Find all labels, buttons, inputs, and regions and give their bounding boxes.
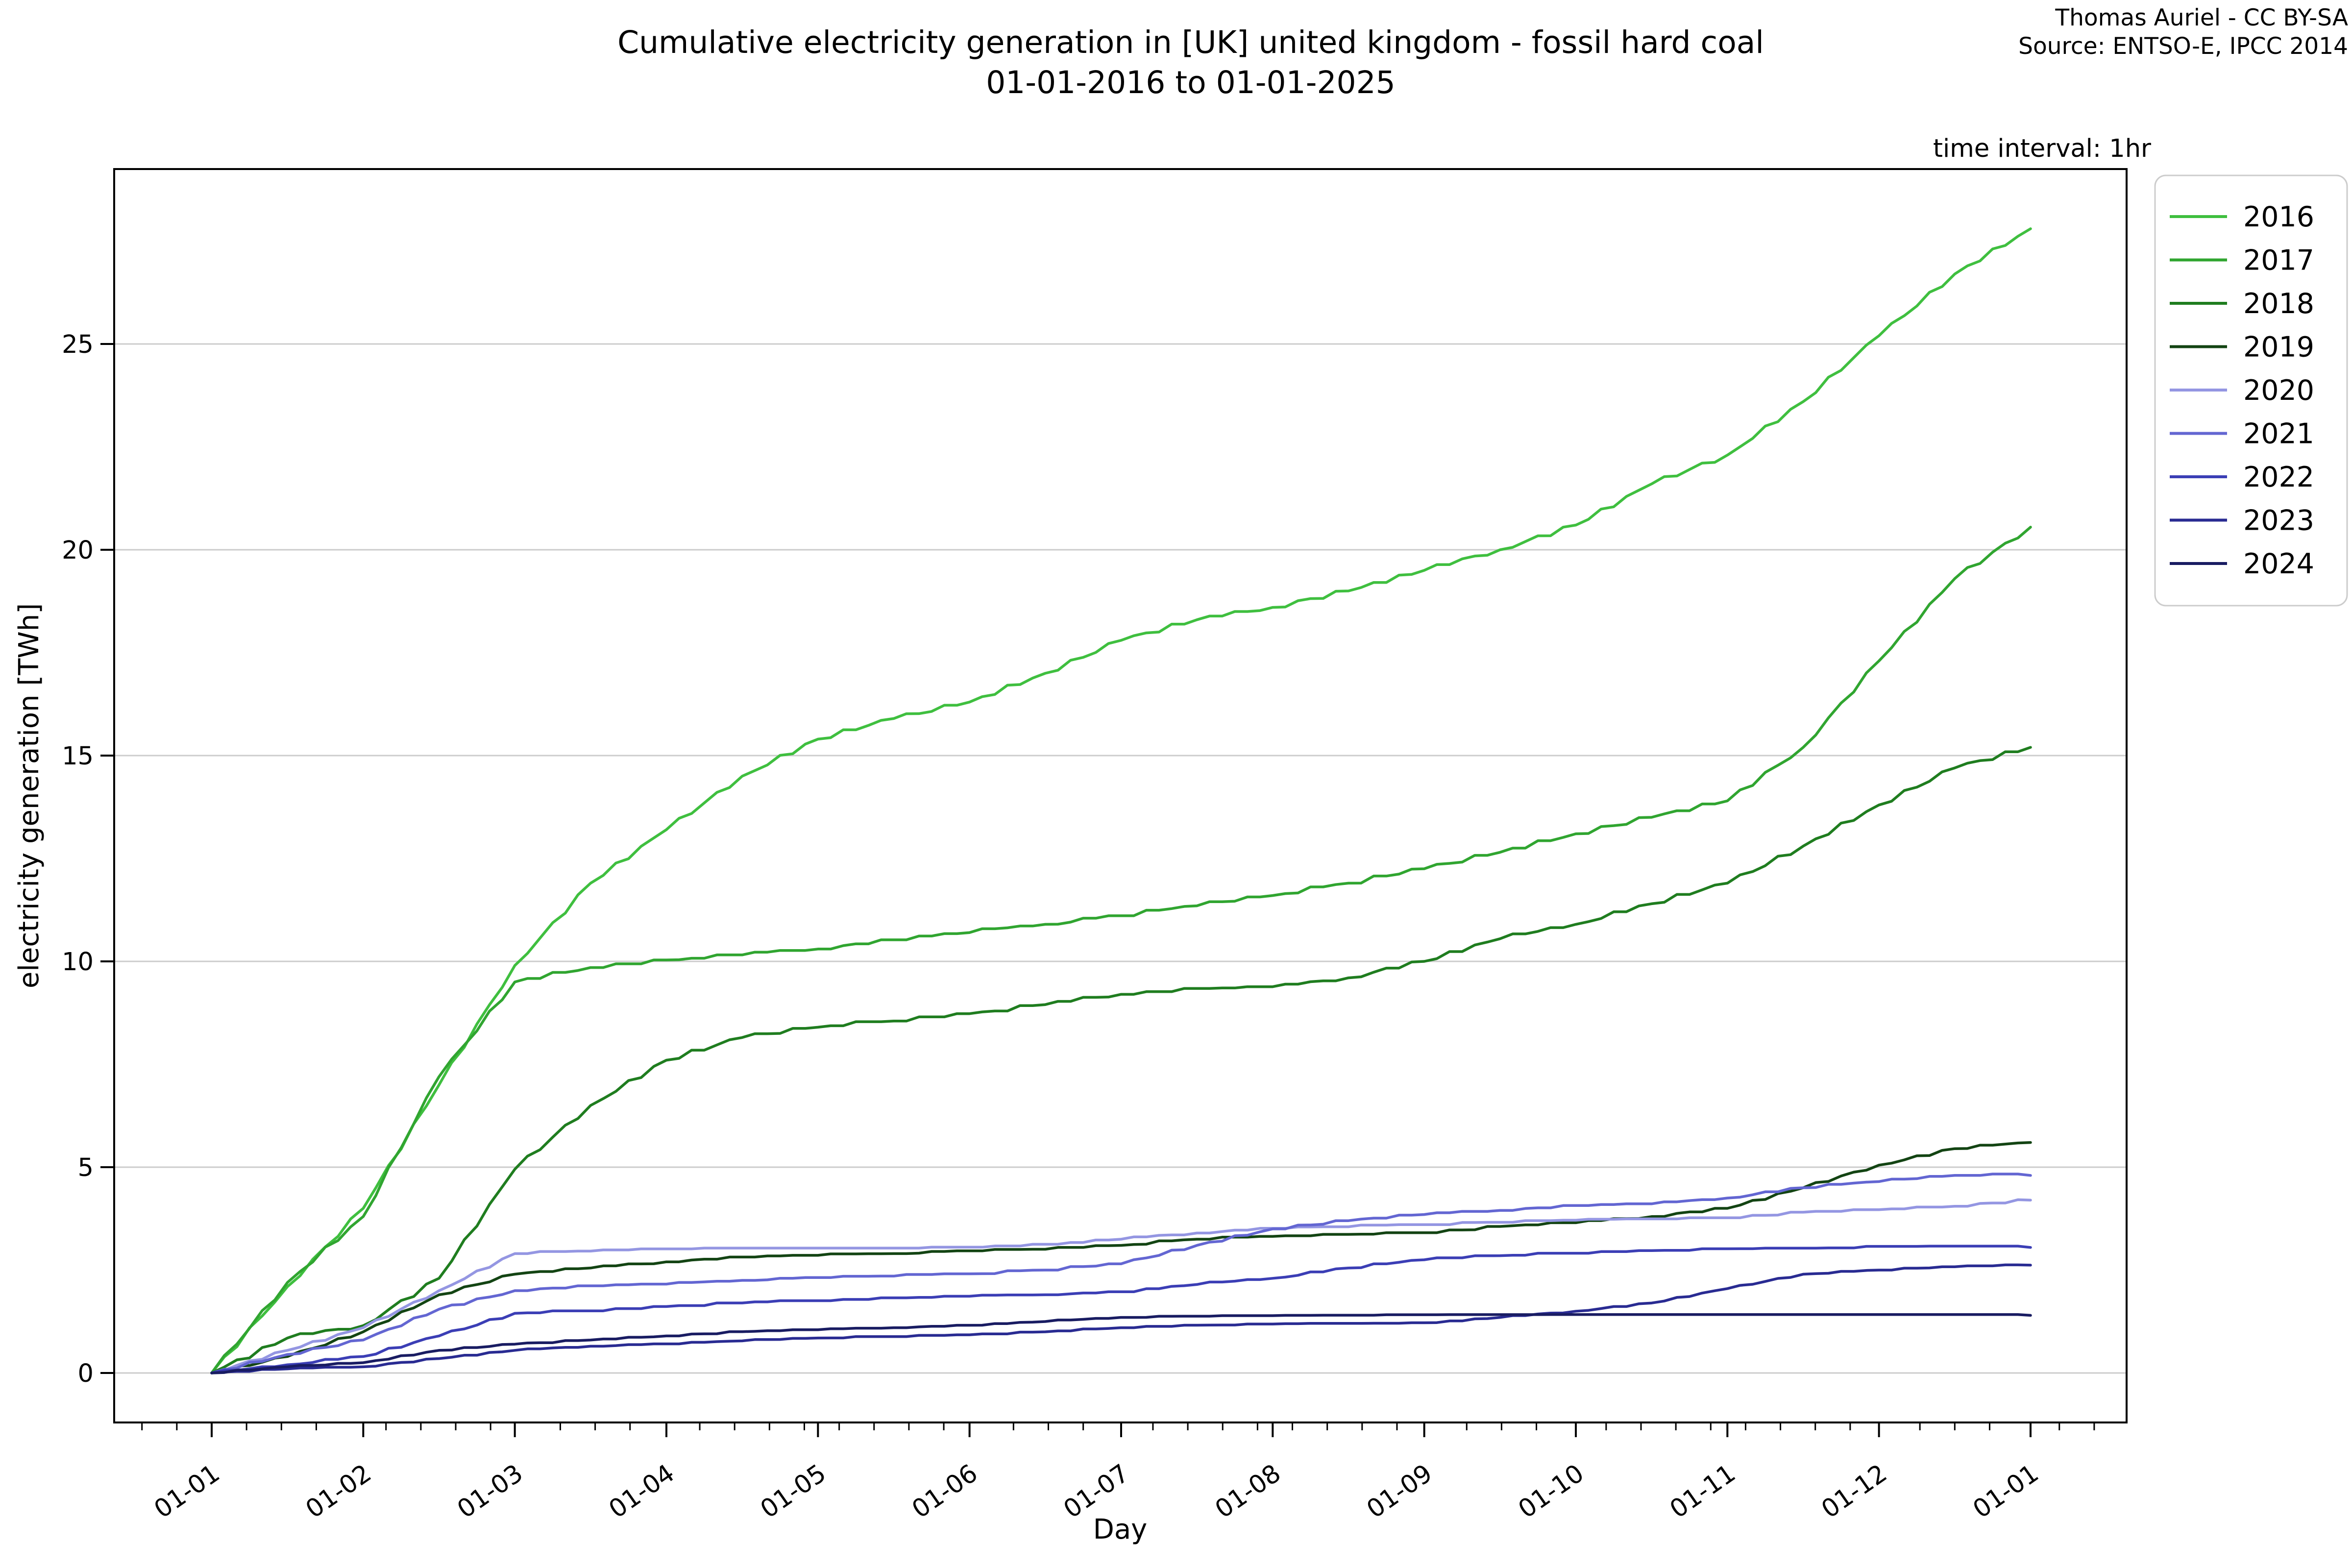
x-tick-label: 01-03 — [452, 1459, 528, 1524]
x-tick-label: 01-10 — [1513, 1459, 1589, 1524]
x-tick-label: 01-12 — [1816, 1459, 1892, 1524]
y-tick-label: 10 — [62, 948, 94, 977]
plot-border — [113, 168, 2128, 1423]
y-tick-label: 0 — [78, 1359, 94, 1388]
legend-item: 2017 — [2170, 245, 2314, 277]
legend: 2016 2017 2018 2019 2020 2021 2022 2023 2024 — [2154, 174, 2348, 607]
y-tick-label: 20 — [62, 536, 94, 565]
legend-label-2021: 2021 — [2243, 418, 2314, 450]
x-tick-label: 01-01 — [149, 1459, 225, 1524]
x-tick-label: 01-08 — [1210, 1459, 1286, 1524]
tick-layer: 0 5 10 15 20 25 01-01 01-02 01-03 01-04 01-05 01-06… — [62, 330, 2095, 1524]
legend-label-2024: 2024 — [2243, 548, 2314, 580]
legend-item: 2022 — [2170, 461, 2314, 493]
series-line-2023 — [210, 1263, 2032, 1374]
series-line-2019 — [210, 1141, 2032, 1374]
legend-box — [2154, 174, 2348, 607]
legend-item: 2023 — [2170, 505, 2314, 537]
time-interval-note: time interval: 1hr — [1933, 134, 2151, 163]
x-tick-label: 01-02 — [301, 1459, 377, 1524]
x-tick-label: 01-01 — [1968, 1459, 2044, 1524]
legend-item: 2016 — [2170, 201, 2314, 233]
series-line-2017 — [210, 526, 2032, 1374]
x-tick-label: 01-11 — [1665, 1459, 1741, 1524]
legend-item: 2024 — [2170, 548, 2314, 580]
series-line-2021 — [210, 1173, 2032, 1374]
x-tick-label: 01-09 — [1362, 1459, 1438, 1524]
series-line-2024 — [210, 1313, 2032, 1374]
x-tick-label: 01-04 — [604, 1459, 680, 1524]
legend-label-2017: 2017 — [2243, 245, 2314, 277]
legend-label-2019: 2019 — [2243, 331, 2314, 364]
legend-item: 2018 — [2170, 288, 2314, 320]
legend-label-2018: 2018 — [2243, 288, 2314, 320]
attribution-line2: Source: ENTSO-E, IPCC 2014 — [2018, 33, 2348, 60]
page-title-line1: Cumulative electricity generation in [UK… — [617, 24, 1764, 60]
series-line-2018 — [210, 746, 2032, 1374]
legend-item: 2020 — [2170, 374, 2314, 407]
x-tick-label: 01-06 — [907, 1459, 983, 1524]
legend-item: 2021 — [2170, 418, 2314, 450]
y-tick-label: 5 — [78, 1153, 94, 1182]
x-tick-label: 01-05 — [756, 1459, 832, 1524]
legend-label-2023: 2023 — [2243, 505, 2314, 537]
page-title-line2: 01-01-2016 to 01-01-2025 — [986, 65, 1396, 100]
series-layer — [210, 227, 2032, 1374]
legend-label-2020: 2020 — [2243, 374, 2314, 407]
legend-label-2022: 2022 — [2243, 461, 2314, 493]
grid-layer — [114, 343, 2127, 1374]
series-line-2022 — [210, 1245, 2032, 1374]
y-axis-label: electricity generation [TWh] — [13, 603, 45, 988]
attribution-line1: Thomas Auriel - CC BY-SA — [2055, 4, 2348, 31]
legend-label-2016: 2016 — [2243, 201, 2314, 233]
x-axis-label: Day — [1093, 1514, 1148, 1545]
y-tick-label: 25 — [62, 330, 94, 359]
series-line-2020 — [210, 1198, 2032, 1374]
y-tick-label: 15 — [62, 742, 94, 771]
legend-item: 2019 — [2170, 331, 2314, 364]
series-line-2016 — [210, 227, 2032, 1374]
